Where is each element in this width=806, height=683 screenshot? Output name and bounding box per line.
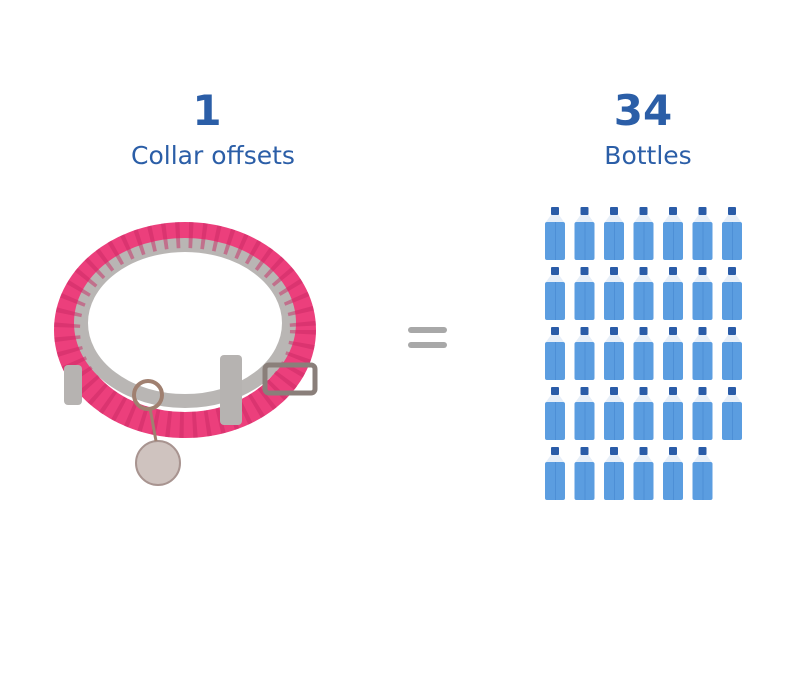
water-bottle-icon — [574, 267, 595, 320]
water-bottle-icon — [545, 327, 565, 380]
water-bottle-icon — [545, 207, 565, 260]
water-bottle-icon — [574, 387, 595, 440]
dog-collar-image — [54, 222, 318, 486]
water-bottle-icon — [604, 387, 624, 440]
water-bottle-icon — [722, 387, 742, 440]
bottle-grid — [545, 207, 742, 500]
water-bottle-icon — [604, 327, 624, 380]
water-bottle-icon — [633, 267, 654, 320]
water-bottle-icon — [692, 387, 713, 440]
water-bottle-icon — [633, 207, 654, 260]
water-bottle-icon — [692, 267, 713, 320]
water-bottle-icon — [663, 447, 683, 500]
water-bottle-icon — [574, 447, 595, 500]
water-bottle-icon — [545, 447, 565, 500]
water-bottle-icon — [692, 207, 713, 260]
water-bottle-icon — [574, 327, 595, 380]
bottle-count: 34 — [613, 86, 673, 135]
water-bottle-icon — [722, 327, 742, 380]
water-bottle-icon — [663, 387, 683, 440]
water-bottle-icon — [633, 327, 654, 380]
water-bottle-icon — [663, 267, 683, 320]
bottle-label: Bottles — [604, 141, 692, 170]
water-bottle-icon — [633, 447, 654, 500]
water-bottle-icon — [722, 207, 742, 260]
collar-label: Collar offsets — [131, 141, 295, 170]
water-bottle-icon — [722, 267, 742, 320]
water-bottle-icon — [633, 387, 654, 440]
water-bottle-icon — [692, 327, 713, 380]
water-bottle-icon — [663, 327, 683, 380]
equals-bar-top — [408, 327, 447, 333]
water-bottle-icon — [574, 207, 595, 260]
collar-count: 1 — [192, 86, 222, 135]
water-bottle-icon — [604, 267, 624, 320]
water-bottle-icon — [604, 447, 624, 500]
water-bottle-icon — [545, 267, 565, 320]
water-bottle-icon — [604, 207, 624, 260]
water-bottle-icon — [663, 207, 683, 260]
equals-bar-bottom — [408, 342, 447, 348]
water-bottle-icon — [545, 387, 565, 440]
water-bottle-icon — [692, 447, 713, 500]
